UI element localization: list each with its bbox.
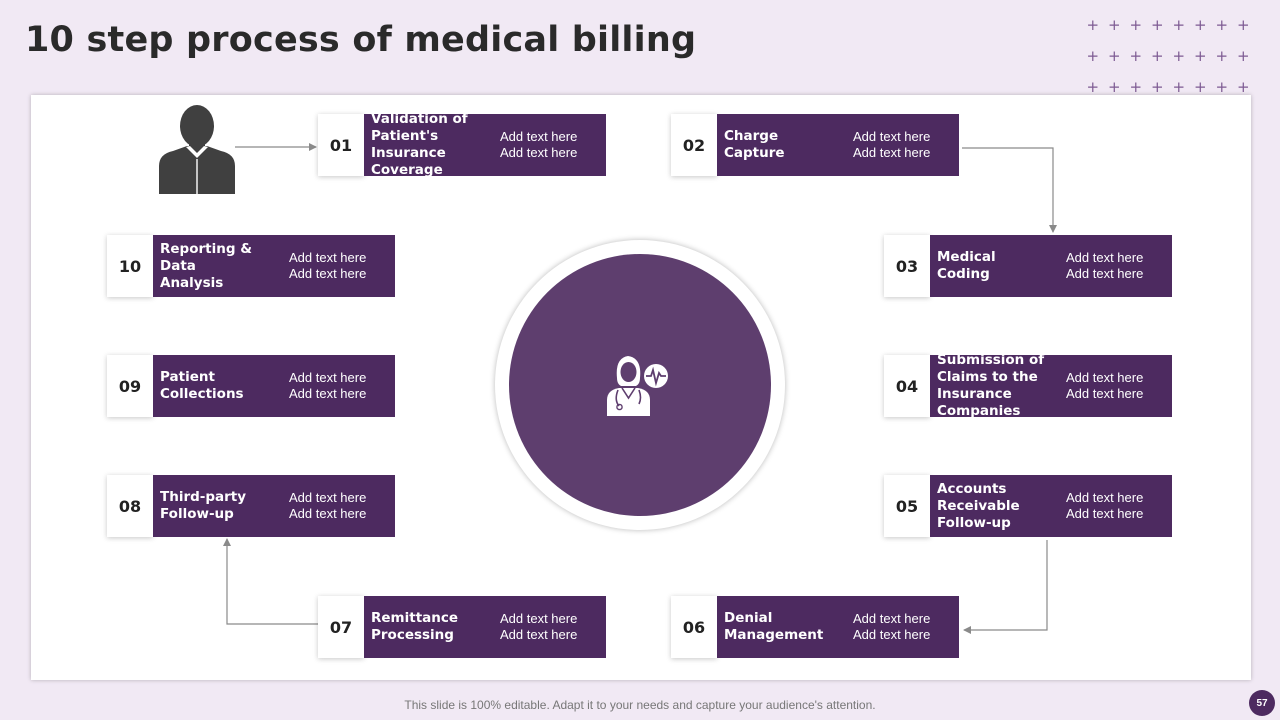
description-line-2: Add text here <box>1066 386 1144 401</box>
step-02: 02 Charge Capture Add text here Add text… <box>671 114 961 178</box>
description-line-2: Add text here <box>289 506 367 521</box>
description-line-2: Add text here <box>289 266 367 281</box>
step-title: Accounts Receivable Follow-up <box>937 480 1020 531</box>
step-03: 03 Medical Coding Add text here Add text… <box>884 235 1174 299</box>
step-bar: Patient Collections Add text here Add te… <box>153 355 395 417</box>
step-09: 09 Patient Collections Add text here Add… <box>107 355 397 419</box>
description-line-2: Add text here <box>500 145 578 160</box>
center-circle-fill <box>509 254 771 516</box>
step-bar: Remittance Processing Add text here Add … <box>364 596 606 658</box>
footer-text: This slide is 100% editable. Adapt it to… <box>404 698 876 712</box>
step-bar: Third-party Follow-up Add text here Add … <box>153 475 395 537</box>
description-line-2: Add text here <box>853 627 931 642</box>
plus-pattern-decoration: + + + + + + + + + + + + + + + + + + + + + + + + <box>1086 16 1250 96</box>
step-bar: Accounts Receivable Follow-up Add text h… <box>930 475 1172 537</box>
step-title: Remittance Processing <box>371 610 459 643</box>
arrow-05-to-06 <box>963 540 1048 634</box>
step-number: 01 <box>318 114 364 176</box>
description-line-2: Add text here <box>289 386 367 401</box>
description-line-1: Add text here <box>500 129 578 144</box>
description-line-2: Add text here <box>500 627 578 642</box>
step-number: 08 <box>107 475 153 537</box>
description-line-1: Add text here <box>853 611 931 626</box>
step-description: Add text here Add text here <box>289 355 379 417</box>
step-description: Add text here Add text here <box>1066 235 1156 297</box>
step-10: 10 Reporting & Data Analysis Add text he… <box>107 235 397 299</box>
step-bar: Charge Capture Add text here Add text he… <box>717 114 959 176</box>
step-title: Patient Collections <box>160 369 244 402</box>
center-circle <box>495 240 785 530</box>
description-line-1: Add text here <box>1066 250 1144 265</box>
description-line-2: Add text here <box>853 145 931 160</box>
step-bar: Validation of Patient's Insurance Covera… <box>364 111 606 178</box>
step-title: Reporting & Data Analysis <box>160 240 252 291</box>
step-number: 07 <box>318 596 364 658</box>
page-number-badge: 57 <box>1249 690 1275 716</box>
step-description: Add text here Add text here <box>500 114 590 176</box>
step-08: 08 Third-party Follow-up Add text here A… <box>107 475 397 539</box>
step-description: Add text here Add text here <box>289 235 379 297</box>
step-description: Add text here Add text here <box>1066 475 1156 537</box>
step-title: Medical Coding <box>937 249 996 282</box>
step-description: Add text here Add text here <box>289 475 379 537</box>
description-line-1: Add text here <box>289 250 367 265</box>
description-line-2: Add text here <box>1066 266 1144 281</box>
step-bar: Reporting & Data Analysis Add text here … <box>153 235 395 297</box>
description-line-1: Add text here <box>500 611 578 626</box>
step-number: 03 <box>884 235 930 297</box>
arrow-07-to-08 <box>223 538 318 625</box>
step-06: 06 Denial Management Add text here Add t… <box>671 596 961 660</box>
step-04: 04 Submission of Claims to the Insurance… <box>884 352 1174 419</box>
step-number: 06 <box>671 596 717 658</box>
step-title: Charge Capture <box>724 128 785 161</box>
step-number: 05 <box>884 475 930 537</box>
description-line-1: Add text here <box>289 490 367 505</box>
description-line-2: Add text here <box>1066 506 1144 521</box>
step-07: 07 Remittance Processing Add text here A… <box>318 596 608 660</box>
step-number: 09 <box>107 355 153 417</box>
description-line-1: Add text here <box>853 129 931 144</box>
step-01: 01 Validation of Patient's Insurance Cov… <box>318 111 608 178</box>
doctor-icon <box>607 356 668 416</box>
step-title: Third-party Follow-up <box>160 489 247 522</box>
step-bar: Denial Management Add text here Add text… <box>717 596 959 658</box>
person-icon <box>157 104 237 196</box>
step-title: Submission of Claims to the Insurance Co… <box>937 352 1045 419</box>
step-description: Add text here Add text here <box>500 596 590 658</box>
step-description: Add text here Add text here <box>853 114 943 176</box>
description-line-1: Add text here <box>1066 370 1144 385</box>
step-bar: Submission of Claims to the Insurance Co… <box>930 352 1172 419</box>
step-05: 05 Accounts Receivable Follow-up Add tex… <box>884 475 1174 539</box>
slide-title: 10 step process of medical billing <box>25 20 697 60</box>
step-number: 02 <box>671 114 717 176</box>
step-description: Add text here Add text here <box>853 596 943 658</box>
arrow-02-to-03 <box>962 147 1057 233</box>
step-number: 10 <box>107 235 153 297</box>
description-line-1: Add text here <box>289 370 367 385</box>
description-line-1: Add text here <box>1066 490 1144 505</box>
step-bar: Medical Coding Add text here Add text he… <box>930 235 1172 297</box>
step-number: 04 <box>884 355 930 417</box>
step-title: Denial Management <box>724 610 824 643</box>
step-title: Validation of Patient's Insurance Covera… <box>371 111 468 178</box>
step-description: Add text here Add text here <box>1066 355 1156 417</box>
